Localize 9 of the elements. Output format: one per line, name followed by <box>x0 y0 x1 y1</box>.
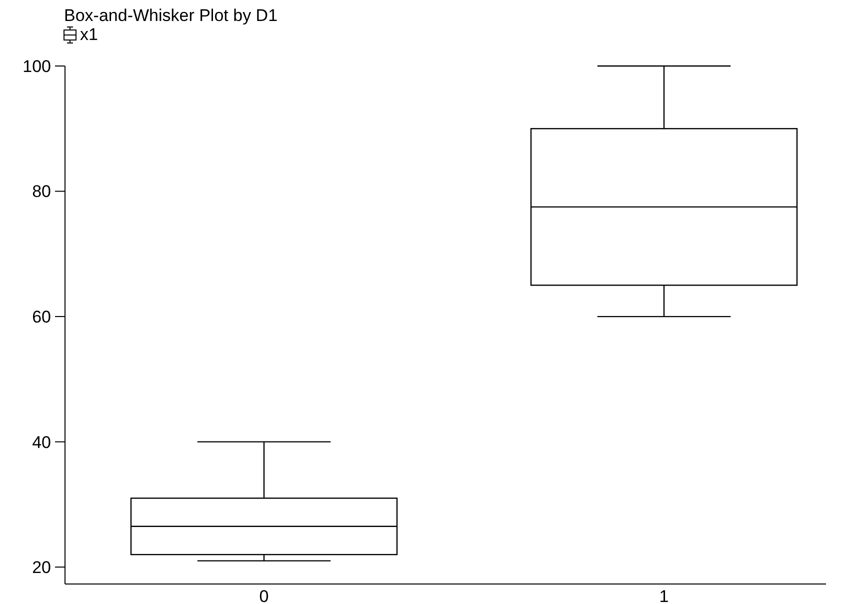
y-tick-label: 100 <box>22 56 51 76</box>
legend-label: x1 <box>80 25 98 44</box>
chart-title: Box-and-Whisker Plot by D1 <box>64 6 278 25</box>
x-tick-label: 1 <box>659 587 669 604</box>
y-tick-label: 80 <box>32 182 51 202</box>
x-tick-label: 0 <box>259 587 269 604</box>
y-tick-label: 60 <box>32 307 51 326</box>
y-tick-label: 40 <box>32 432 51 452</box>
y-tick-label: 20 <box>32 558 51 578</box>
